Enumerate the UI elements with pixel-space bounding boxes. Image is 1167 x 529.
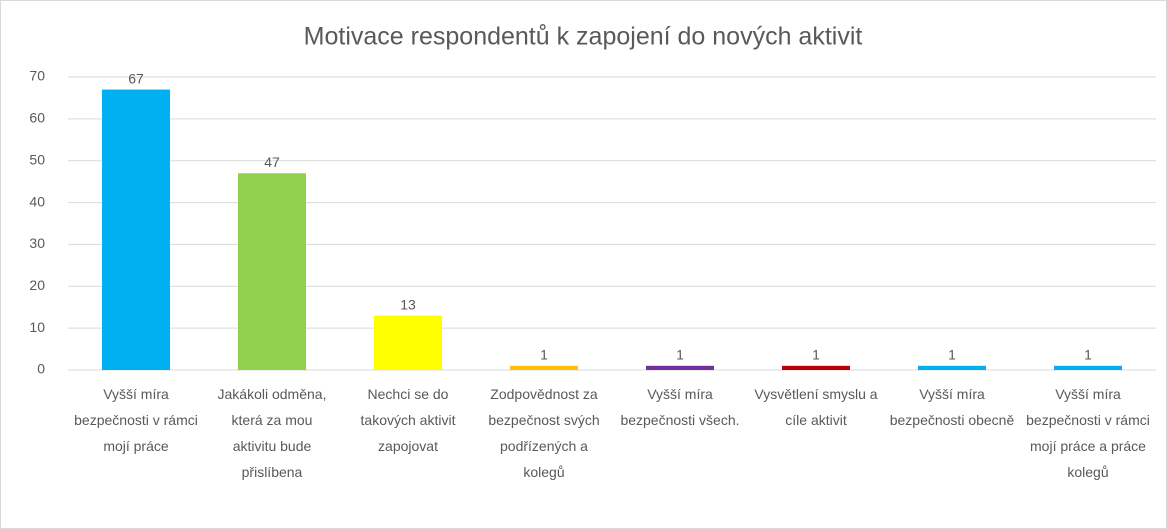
data-label: 47	[264, 154, 280, 170]
data-label: 1	[1084, 347, 1092, 363]
data-label: 1	[948, 347, 956, 363]
bar	[510, 365, 578, 370]
data-label: 1	[676, 347, 684, 363]
x-tick-label: Vyšší míra bezpečnosti obecně	[889, 386, 1015, 428]
y-tick-label: 20	[29, 277, 45, 293]
y-tick-label: 40	[29, 193, 45, 209]
bar	[918, 365, 986, 370]
y-tick-label: 30	[29, 235, 45, 251]
x-tick-label: Jakákoli odměna, která za mou aktivitu b…	[217, 386, 327, 480]
y-tick-label: 50	[29, 151, 45, 167]
bar	[1054, 365, 1122, 370]
data-label: 67	[128, 70, 144, 86]
y-tick-label: 70	[29, 68, 45, 84]
x-tick-label: Vyšší míra bezpečnosti všech.	[620, 386, 740, 428]
bar	[374, 315, 442, 370]
x-tick-label: Vysvětlení smyslu a cíle aktivit	[754, 386, 878, 428]
data-label: 1	[812, 347, 820, 363]
bar	[238, 173, 306, 370]
y-tick-label: 10	[29, 319, 45, 335]
y-tick-label: 60	[29, 110, 45, 126]
x-tick-label: Nechci se do takových aktivit zapojovat	[360, 386, 456, 454]
y-tick-label: 0	[37, 361, 45, 377]
chart-title: Motivace respondentů k zapojení do novýc…	[304, 23, 863, 51]
data-label: 13	[400, 296, 416, 312]
x-tick-label: Vyšší míra bezpečnosti v rámci mojí prác…	[74, 386, 198, 454]
data-label: 1	[540, 347, 548, 363]
x-tick-label: Vyšší míra bezpečnosti v rámci mojí prác…	[1026, 386, 1150, 480]
bar	[102, 89, 170, 371]
bar	[646, 365, 714, 370]
x-tick-label: Zodpovědnost za bezpečnost svých podříze…	[488, 386, 600, 480]
bar	[782, 365, 850, 370]
